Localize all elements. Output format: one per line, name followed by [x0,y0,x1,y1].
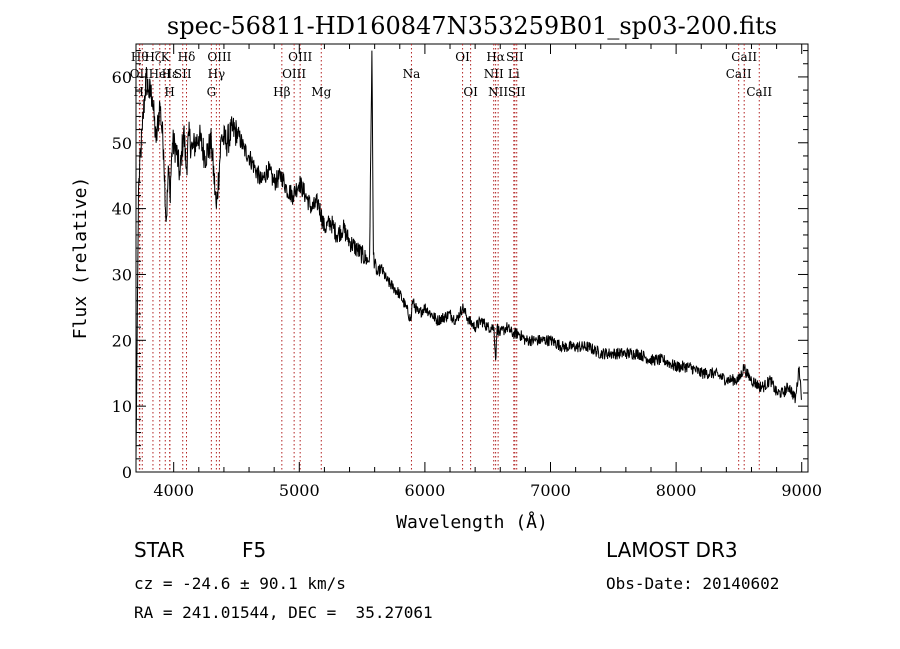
line-label-17: Na [403,67,421,81]
obs-date: Obs-Date: 20140602 [606,574,780,593]
y-tick-label: 0 [122,463,132,482]
y-tick-label: 10 [112,397,132,416]
y-axis-label: Flux (relative) [70,177,91,340]
x-tick-label: 6000 [405,481,446,500]
line-label-25: SII [508,85,526,99]
plot-frame [135,43,809,473]
x-tick-label: 5000 [279,481,320,500]
spectral-line-markers: HθOIIHηHζHeIKHHεSIIHδGHγOIIIHβOIIIOIIIMg… [130,44,772,472]
line-label-20: NII [484,67,504,81]
line-label-7: Hε [162,67,179,81]
chart-title: spec-56811-HD160847N353259B01_sp03-200.f… [167,12,777,40]
flux-series [135,50,802,459]
survey-name: LAMOST DR3 [606,538,738,562]
x-tick-label: 9000 [781,481,822,500]
spectral-subclass: F5 [242,538,267,562]
x-tick-label: 4000 [153,481,194,500]
line-label-28: CaII [746,85,772,99]
x-tick-label: 7000 [530,481,571,500]
y-tick-label: 30 [112,265,132,284]
x-axis-label: Wavelength (Å) [396,511,548,533]
redshift-cz: cz = -24.6 ± 90.1 km/s [134,574,346,593]
line-label-24: SII [506,50,524,64]
line-label-14: OIII [282,67,306,81]
axis-ticks: 4000 5000 6000 7000 8000 9000 0 10 20 30 40 50 60 [112,44,822,500]
line-label-12: OIII [207,50,231,64]
line-label-26: CaII [726,67,752,81]
line-label-22: NII [488,85,508,99]
flux-line [135,50,802,459]
line-label-21: Hα [486,50,505,64]
y-tick-label: 50 [112,134,132,153]
line-label-18: OI [455,50,470,64]
y-tick-label: 60 [112,68,132,87]
line-label-19: OI [463,85,478,99]
x-tick-label: 8000 [656,481,697,500]
line-label-16: Mg [311,85,331,99]
line-label-13: Hβ [273,85,290,99]
line-label-9: Hδ [178,50,196,64]
line-label-23: Li [508,67,520,81]
y-tick-label: 20 [112,331,132,350]
line-label-27: CaII [731,50,757,64]
line-label-1: OII [130,67,150,81]
line-label-8: SII [174,67,192,81]
coordinates: RA = 241.01544, DEC = 35.27061 [134,603,433,622]
line-label-10: G [207,85,217,99]
y-tick-label: 40 [112,200,132,219]
line-label-11: Hγ [208,67,226,81]
line-label-5: K [161,50,171,64]
line-label-15: OIII [288,50,312,64]
line-label-3: Hζ [144,50,161,64]
object-class: STAR [134,538,185,562]
